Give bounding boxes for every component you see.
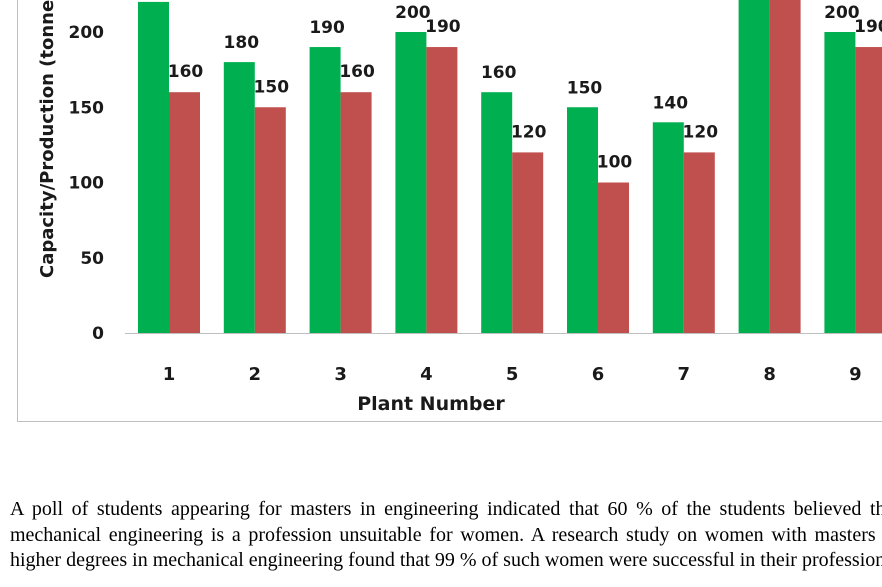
bar-series1-plant-7 [652, 122, 684, 333]
bar-series1-plant-2 [223, 62, 255, 333]
bars-group [138, 0, 882, 334]
data-label-series1-plant-5: 160 [481, 63, 517, 83]
data-label-series1-plant-9: 200 [824, 3, 860, 23]
data-label-series2-plant-5: 120 [511, 122, 547, 142]
x-tick-label-8: 8 [763, 364, 776, 385]
x-tick-label-4: 4 [420, 364, 433, 385]
data-label-series2-plant-9: 190 [854, 17, 882, 37]
axes-group: 0 50 100 150 200 1 2 3 4 5 6 7 8 9 Plant Number Capacit… [37, 0, 882, 415]
y-tick-label-100: 100 [69, 174, 105, 194]
bar-series2-plant-3 [340, 92, 372, 333]
bar-series1-plant-1 [138, 1, 169, 334]
y-tick-label-200: 200 [69, 23, 105, 43]
bar-series1-plant-9 [824, 32, 856, 333]
data-label-series2-plant-3: 160 [339, 62, 375, 82]
y-tick-label-150: 150 [69, 98, 105, 118]
question-passage: A poll of students appearing for masters… [10, 498, 882, 571]
data-label-series1-plant-3: 190 [309, 18, 345, 38]
data-label-series2-plant-4: 190 [425, 17, 461, 37]
y-axis-title: Capacity/Production (tonnes) [37, 0, 58, 278]
bar-series2-plant-4 [426, 47, 458, 334]
data-label-series1-plant-2: 180 [224, 33, 260, 53]
data-label-series1-plant-4: 200 [395, 3, 431, 23]
x-tick-label-9: 9 [849, 364, 862, 385]
bar-series2-plant-1 [169, 92, 200, 333]
x-axis-title: Plant Number [357, 393, 505, 415]
x-tick-label-7: 7 [678, 364, 691, 385]
y-tick-label-50: 50 [80, 249, 104, 269]
bar-series2-plant-2 [254, 107, 286, 333]
bar-series1-plant-8 [738, 0, 770, 334]
data-label-series2-plant-7: 120 [683, 122, 719, 142]
data-labels-group: 1801902001601501402001601501601901201001… [168, 3, 882, 173]
x-tick-label-3: 3 [334, 364, 347, 385]
bar-series2-plant-6 [598, 182, 629, 333]
data-label-series1-plant-6: 150 [567, 78, 603, 98]
data-label-series2-plant-6: 100 [597, 153, 633, 173]
x-tick-label-2: 2 [249, 364, 262, 385]
data-label-series1-plant-7: 140 [653, 93, 689, 113]
data-label-series2-plant-1: 160 [168, 62, 204, 82]
bar-series1-plant-3 [309, 47, 341, 334]
bar-series1-plant-6 [567, 107, 598, 333]
chart-frame: 180 190 200 160 150 140 200 160 150 160 190 120 100 1… [17, 0, 882, 422]
bar-chart: 1801902001601501402001601501601901201001… [37, 0, 882, 415]
bar-series1-plant-5 [481, 92, 513, 333]
bar-series2-plant-9 [855, 47, 882, 334]
x-tick-label-1: 1 [163, 364, 176, 385]
y-tick-label-0: 0 [92, 324, 104, 344]
bar-series1-plant-4 [395, 32, 427, 333]
x-tick-label-6: 6 [592, 364, 605, 385]
bar-series2-plant-8 [769, 0, 801, 334]
data-label-series2-plant-2: 150 [254, 77, 290, 97]
x-tick-label-5: 5 [506, 364, 519, 385]
bar-series2-plant-5 [512, 152, 544, 333]
bar-series2-plant-7 [683, 152, 715, 333]
